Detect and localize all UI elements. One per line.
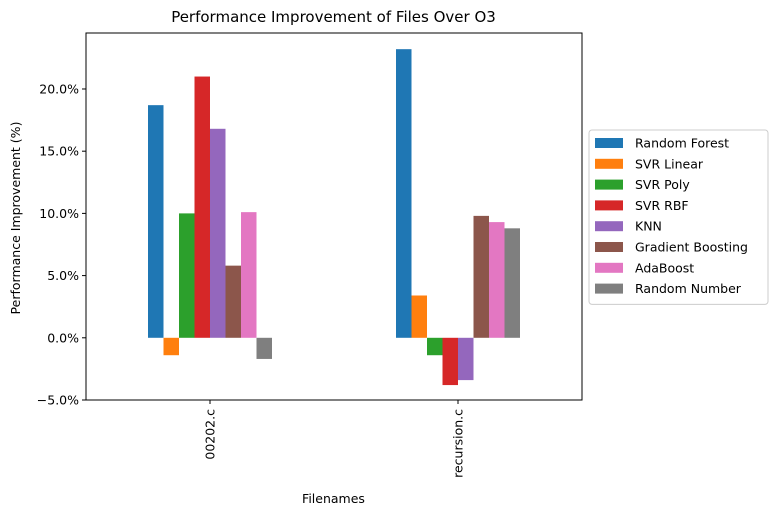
bar-random-number-1 bbox=[504, 228, 520, 338]
legend-label: SVR Poly bbox=[635, 177, 690, 192]
legend-swatch bbox=[595, 138, 623, 148]
y-tick-label: 5.0% bbox=[47, 268, 79, 283]
bar-gradient-boosting-0 bbox=[225, 265, 241, 338]
x-axis-label: Filenames bbox=[302, 491, 365, 506]
legend-swatch bbox=[595, 158, 623, 169]
bar-knn-0 bbox=[210, 128, 226, 338]
x-tick-label: 00202.c bbox=[203, 409, 218, 460]
bar-random-forest-1 bbox=[396, 49, 412, 338]
bar-gradient-boosting-1 bbox=[473, 215, 489, 338]
legend-swatch bbox=[595, 242, 623, 252]
bar-random-number-0 bbox=[256, 337, 272, 359]
x-tick-label: recursion.c bbox=[451, 409, 466, 478]
legend-label: AdaBoost bbox=[635, 260, 694, 275]
legend-swatch bbox=[595, 221, 623, 232]
bar-svr-poly-1 bbox=[427, 337, 443, 356]
x-axis: 00202.c recursion.c bbox=[203, 400, 466, 478]
legend-swatch bbox=[595, 200, 623, 211]
legend-swatch bbox=[595, 179, 623, 190]
y-tick-label: 10.0% bbox=[39, 206, 79, 221]
bar-svr-linear-0 bbox=[163, 337, 179, 356]
legend-swatch bbox=[595, 283, 623, 294]
bar-adaboost-0 bbox=[241, 212, 257, 338]
y-tick-label: −5.0% bbox=[37, 393, 79, 408]
y-tick-label: 20.0% bbox=[39, 81, 79, 96]
bar-svr-rbf-0 bbox=[194, 76, 210, 338]
y-tick-label: 15.0% bbox=[39, 144, 79, 159]
legend-swatch bbox=[595, 262, 623, 273]
legend-label: Gradient Boosting bbox=[635, 240, 748, 255]
legend: Random Forest SVR Linear SVR Poly SVR RBF KN… bbox=[588, 129, 769, 305]
y-axis: −5.0% 0.0% 5.0% 10.0% 15.0% 20.0% bbox=[37, 81, 86, 408]
bar-random-forest-0 bbox=[148, 105, 164, 338]
y-axis-label: Performance Improvement (%) bbox=[8, 122, 23, 315]
plot-area bbox=[85, 32, 583, 401]
bar-knn-1 bbox=[458, 337, 474, 381]
bar-svr-rbf-1 bbox=[442, 337, 458, 386]
chart-title: Performance Improvement of Files Over O3 bbox=[171, 8, 496, 26]
bar-adaboost-1 bbox=[489, 222, 505, 338]
legend-label: KNN bbox=[635, 219, 662, 234]
bar-svr-linear-1 bbox=[411, 295, 427, 338]
legend-label: SVR RBF bbox=[635, 198, 689, 213]
legend-label: Random Number bbox=[635, 281, 742, 296]
y-tick-label: 0.0% bbox=[47, 330, 79, 345]
legend-label: Random Forest bbox=[635, 136, 729, 151]
plot-frame bbox=[85, 32, 583, 401]
legend-frame bbox=[588, 129, 769, 305]
legend-label: SVR Linear bbox=[635, 156, 704, 171]
bar-svr-poly-0 bbox=[179, 213, 195, 338]
